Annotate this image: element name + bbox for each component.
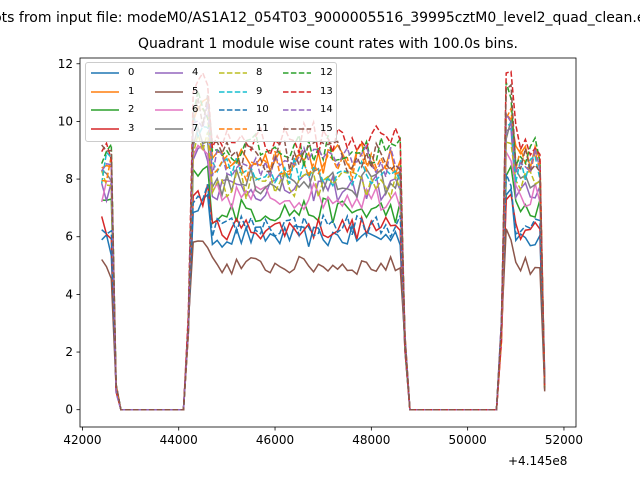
series-line-1	[101, 97, 546, 411]
x-tick-label-50000: 50000	[449, 433, 487, 447]
legend-label: 8	[256, 67, 263, 78]
series-line-2	[101, 163, 546, 411]
legend-swatch	[155, 109, 183, 111]
legend-label: 7	[192, 122, 199, 134]
x-tick-label-52000: 52000	[545, 433, 583, 447]
figure-suptitle: Plots from input file: modeM0/AS1A12_054…	[0, 10, 640, 26]
legend-label: 3	[128, 122, 135, 134]
legend-swatch	[283, 72, 311, 74]
y-tick-label-8: 8	[65, 172, 73, 186]
legend-label: 2	[128, 104, 135, 115]
legend-swatch	[219, 127, 247, 130]
x-axis-offset-label: +4.145e8	[508, 454, 568, 468]
x-tick-label-46000: 46000	[256, 433, 294, 447]
series-line-0	[101, 186, 546, 411]
plot-frame	[79, 57, 577, 428]
series-line-14	[101, 103, 546, 411]
legend-label: 1	[128, 85, 135, 97]
legend-swatch	[283, 109, 311, 111]
legend-label: 14	[320, 104, 333, 115]
series-line-15	[101, 83, 546, 411]
legend-swatch	[91, 72, 119, 74]
legend-swatch	[155, 90, 183, 93]
legend-swatch	[155, 72, 183, 74]
legend-label: 10	[256, 104, 269, 115]
x-tick-label-42000: 42000	[63, 433, 101, 447]
series-line-11	[101, 105, 546, 411]
chart-title: Quadrant 1 module wise count rates with …	[138, 36, 518, 52]
x-tick-label-44000: 44000	[160, 433, 198, 447]
series-line-8	[100, 131, 546, 411]
legend-label: 9	[256, 85, 263, 97]
legend-swatch	[219, 90, 247, 93]
legend-swatch	[155, 127, 183, 130]
legend-label: 11	[256, 122, 269, 134]
legend-swatch	[283, 127, 311, 130]
chart-legend: 0 1 2 3 4 5 6 7 8 9 10 11 12 13 14 15	[85, 62, 337, 142]
legend-label: 13	[320, 85, 333, 97]
legend-label: 6	[192, 104, 199, 115]
legend-swatch	[91, 90, 119, 93]
legend-label: 5	[192, 85, 199, 97]
legend-swatch	[283, 90, 311, 93]
legend-label: 12	[320, 67, 333, 78]
legend-label: 15	[320, 122, 333, 134]
y-tick-label-2: 2	[65, 345, 73, 359]
legend-swatch	[219, 109, 247, 111]
series-line-6	[100, 144, 546, 411]
series-line-5	[101, 228, 546, 411]
legend-label: 0	[128, 67, 135, 78]
y-tick-label-4: 4	[65, 287, 73, 301]
y-tick-label-0: 0	[65, 403, 73, 417]
y-tick-label-6: 6	[65, 230, 73, 244]
legend-swatch	[219, 72, 247, 74]
legend-swatch	[91, 109, 119, 111]
y-tick-label-12: 12	[58, 57, 73, 71]
x-tick-label-48000: 48000	[352, 433, 390, 447]
legend-swatch	[91, 127, 119, 130]
legend-label: 4	[192, 67, 199, 78]
y-tick-label-10: 10	[58, 114, 73, 128]
